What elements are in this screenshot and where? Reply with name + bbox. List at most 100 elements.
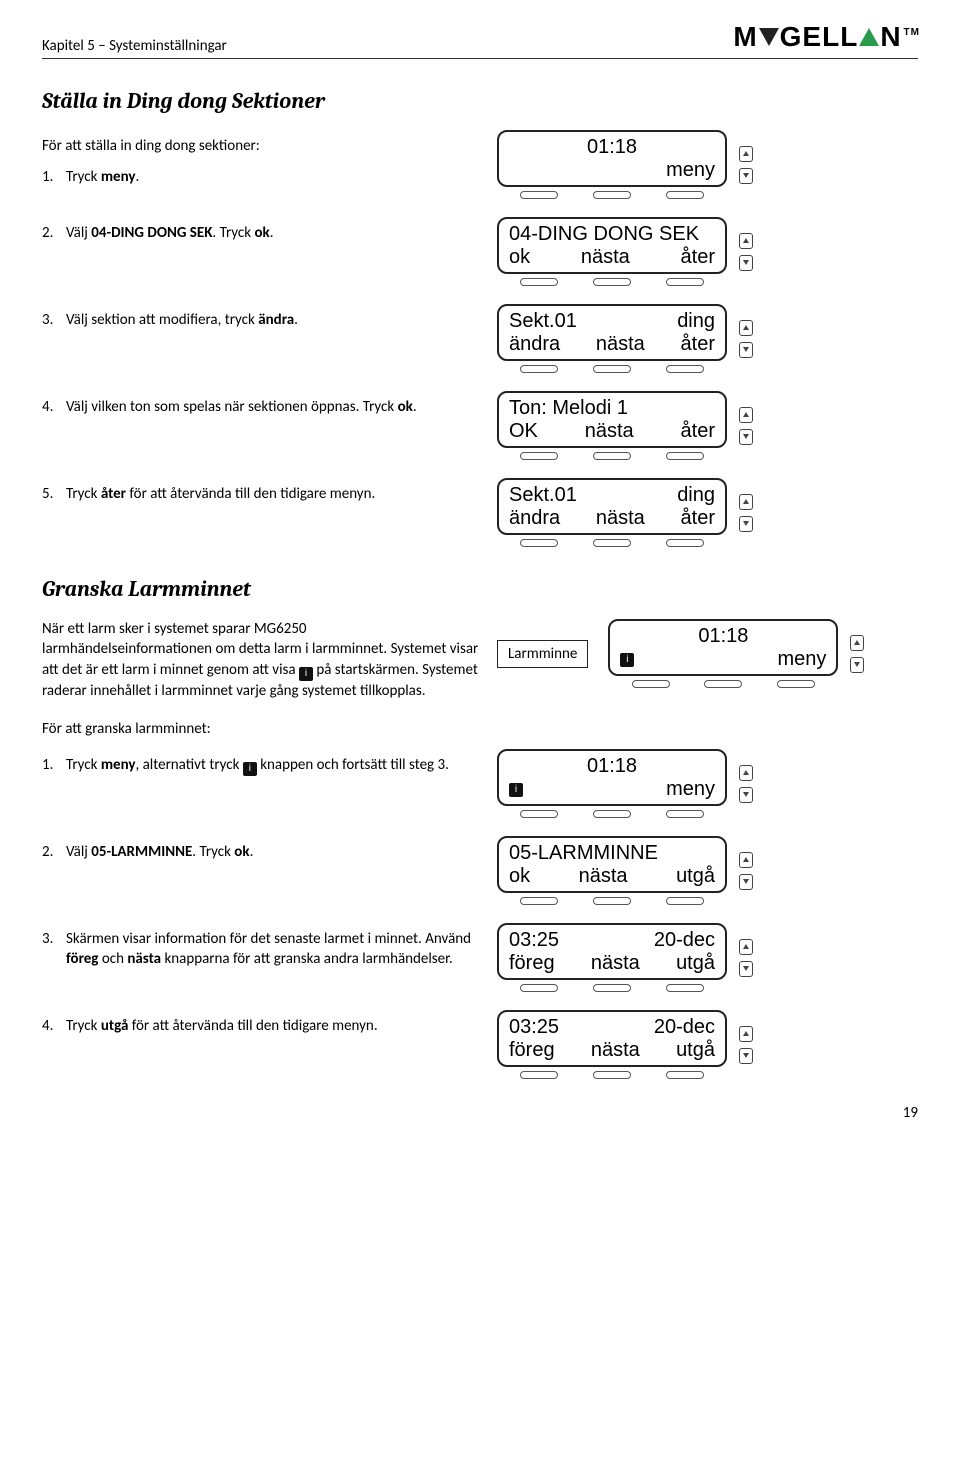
lcd-display: Ton: Melodi 1 OKnästaåter: [497, 391, 727, 460]
lcd-display: Sekt.01ding ändranästaåter: [497, 478, 727, 547]
lcd-text: ok: [509, 246, 530, 269]
lcd-text: ändra: [509, 333, 560, 356]
step-text: Välj vilken ton som spelas när sektionen…: [66, 397, 417, 417]
t: , alternativt tryck: [135, 756, 242, 774]
t: .: [294, 311, 298, 329]
lcd-display: Sekt.01ding ändranästaåter: [497, 304, 727, 373]
step-text: Skärmen visar information för det senast…: [66, 929, 479, 970]
lcd-text: OK: [509, 420, 538, 443]
lcd-text: föreg: [509, 1039, 555, 1062]
list-number: 1.: [42, 755, 60, 776]
lcd-text: nästa: [581, 246, 630, 269]
triangle-up-icon: [859, 28, 879, 46]
lcd-text: nästa: [585, 420, 634, 443]
lcd-text: nästa: [591, 1039, 640, 1062]
up-icon: [739, 939, 753, 955]
list-number: 3.: [42, 929, 60, 970]
up-icon: [739, 1026, 753, 1042]
t: Välj sektion att modifiera, tryck: [66, 311, 258, 329]
t-bold: 04-DING DONG SEK: [91, 224, 212, 242]
t-bold: ok: [234, 843, 249, 861]
lcd-buttons-row: [497, 450, 727, 460]
down-icon: [850, 657, 864, 673]
lcd-text: nästa: [596, 333, 645, 356]
t: Tryck: [66, 168, 101, 186]
lcd-buttons-row: [497, 363, 727, 373]
lcd-display: 01:18 meny: [497, 130, 727, 199]
t: Tryck: [66, 485, 101, 503]
list-number: 1.: [42, 167, 60, 187]
up-icon: [739, 852, 753, 868]
list-number: 2.: [42, 223, 60, 243]
t: Tryck: [66, 756, 101, 774]
up-icon: [739, 407, 753, 423]
lcd-side-buttons: [739, 233, 753, 271]
lcd-text: meny: [666, 778, 715, 801]
lcd-text: meny: [777, 648, 826, 671]
down-icon: [739, 168, 753, 184]
t: knapparna för att granska andra larmhänd…: [161, 950, 453, 968]
intro-text: För att ställa in ding dong sektioner:: [42, 136, 479, 156]
lcd-text: åter: [681, 507, 715, 530]
lcd-text: 01:18: [587, 755, 637, 778]
up-icon: [739, 320, 753, 336]
lcd-side-buttons: [850, 635, 864, 673]
info-icon: i: [243, 762, 257, 776]
lcd-text: åter: [681, 246, 715, 269]
down-icon: [739, 342, 753, 358]
down-icon: [739, 516, 753, 532]
logo-text-n: N: [880, 18, 901, 56]
chapter-title: Kapitel 5 – Systeminställningar: [42, 36, 227, 56]
down-icon: [739, 961, 753, 977]
up-icon: [850, 635, 864, 651]
t-bold: meny: [101, 168, 136, 186]
t-bold: ändra: [258, 311, 294, 329]
lcd-buttons-row: [497, 189, 727, 199]
lcd-text: ändra: [509, 507, 560, 530]
step-text: Tryck utgå för att återvända till den ti…: [66, 1016, 378, 1036]
step-text: Tryck åter för att återvända till den ti…: [66, 484, 375, 504]
logo-text-m: M: [733, 18, 757, 56]
lcd-text: 01:18: [587, 136, 637, 159]
down-icon: [739, 787, 753, 803]
t-bold: ok: [398, 398, 413, 416]
lcd-text: 01:18: [698, 625, 748, 648]
up-icon: [739, 146, 753, 162]
t: Skärmen visar information för det senast…: [66, 930, 471, 948]
lcd-display: 05-LARMMINNE oknästautgå: [497, 836, 727, 905]
t: .: [250, 843, 254, 861]
lcd-side-buttons: [739, 146, 753, 184]
lcd-text: ok: [509, 865, 530, 888]
lcd-text: nästa: [596, 507, 645, 530]
lcd-text: ding: [677, 484, 715, 507]
lcd-buttons-row: [497, 537, 727, 547]
down-icon: [739, 255, 753, 271]
t-bold: 05-LARMMINNE: [91, 843, 192, 861]
lcd-text: åter: [681, 420, 715, 443]
lcd-text: 20-dec: [654, 929, 715, 952]
paragraph: När ett larm sker i systemet sparar MG62…: [42, 619, 497, 701]
down-icon: [739, 429, 753, 445]
lcd-text: 04-DING DONG SEK: [509, 223, 699, 246]
brand-logo: M GELL N TM: [733, 18, 918, 56]
lcd-buttons-row: [608, 678, 838, 688]
lcd-display: 03:2520-dec föregnästautgå: [497, 1010, 727, 1079]
t: . Tryck: [212, 224, 254, 242]
down-icon: [739, 874, 753, 890]
callout: Larmminne: [497, 640, 600, 668]
lcd-text: meny: [666, 159, 715, 182]
info-icon: i: [620, 653, 634, 667]
lcd-display: 01:18 imeny: [497, 749, 727, 818]
lcd-buttons-row: [497, 1069, 727, 1079]
lcd-buttons-row: [497, 895, 727, 905]
lcd-buttons-row: [497, 808, 727, 818]
lcd-display: 03:2520-dec föregnästautgå: [497, 923, 727, 992]
lcd-side-buttons: [739, 1026, 753, 1064]
up-icon: [739, 765, 753, 781]
step-text: Välj 04-DING DONG SEK. Tryck ok.: [66, 223, 274, 243]
lcd-text: nästa: [579, 865, 628, 888]
lcd-side-buttons: [739, 939, 753, 977]
lcd-display: 04-DING DONG SEK ok nästa åter: [497, 217, 727, 286]
callout-label: Larmminne: [497, 640, 588, 668]
lcd-text: nästa: [591, 952, 640, 975]
